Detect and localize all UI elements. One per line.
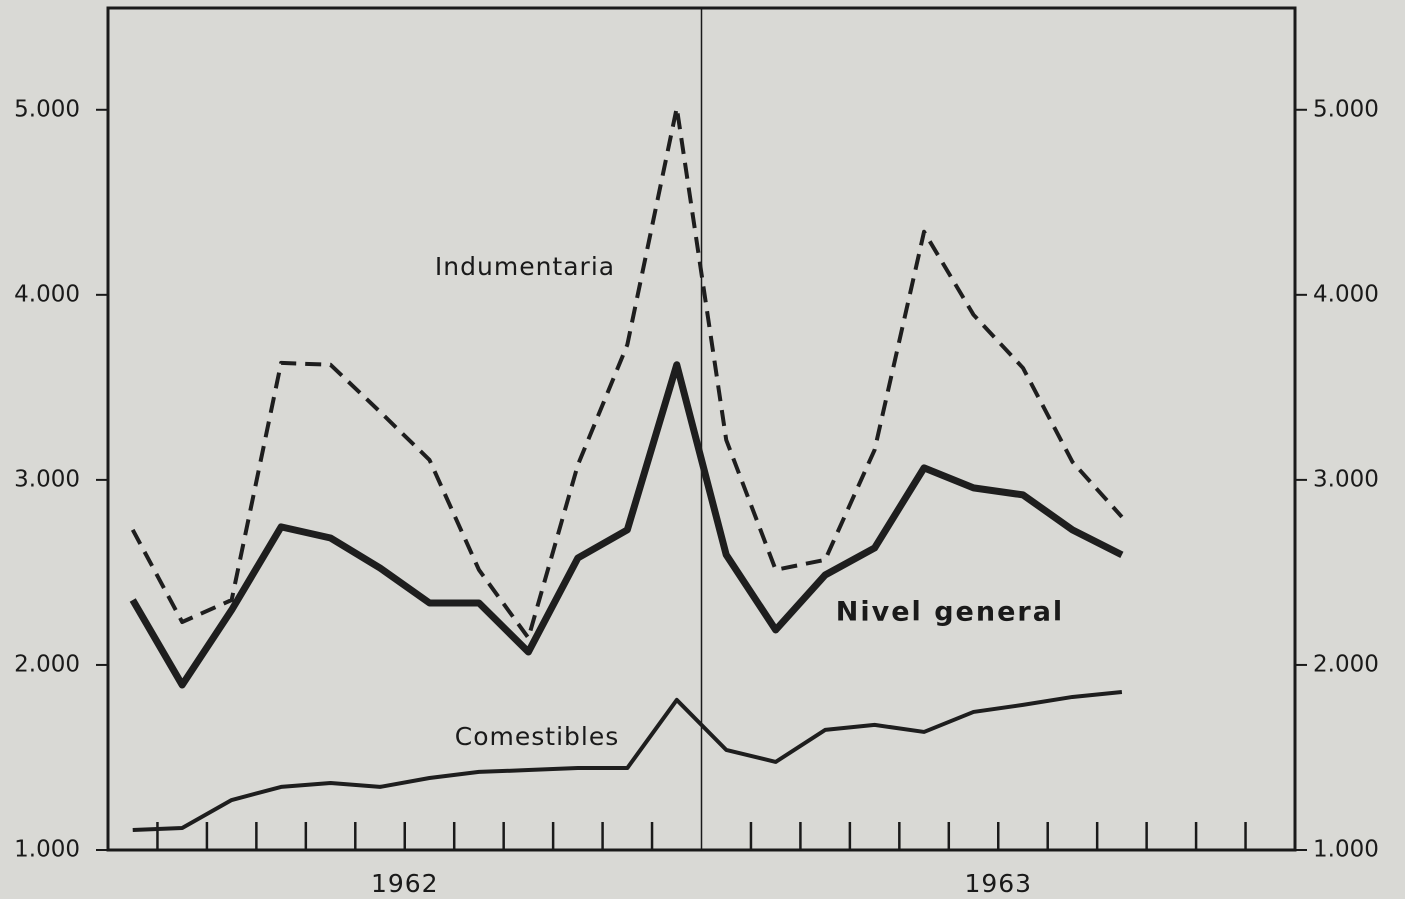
y2-tick-label: 2.000 [1313,651,1379,677]
series-label: Indumentaria [435,252,615,281]
year-label: 1963 [964,869,1032,898]
y-tick-label: 2.000 [14,651,80,677]
series-line [132,689,1123,833]
series-label: Nivel general [836,597,1064,628]
y2-tick-label: 1.000 [1313,837,1379,863]
y2-tick-label: 3.000 [1313,466,1379,492]
y-tick-label: 4.000 [14,281,80,307]
series-label: Comestibles [455,722,619,751]
y-tick-label: 3.000 [14,466,80,492]
series-line [129,361,1124,689]
series-line [130,105,1124,640]
y-tick-label: 1.000 [14,837,80,863]
year-label: 1962 [371,869,439,898]
y2-tick-label: 5.000 [1313,96,1379,122]
y2-tick-label: 4.000 [1313,281,1379,307]
y-tick-label: 5.000 [14,96,80,122]
